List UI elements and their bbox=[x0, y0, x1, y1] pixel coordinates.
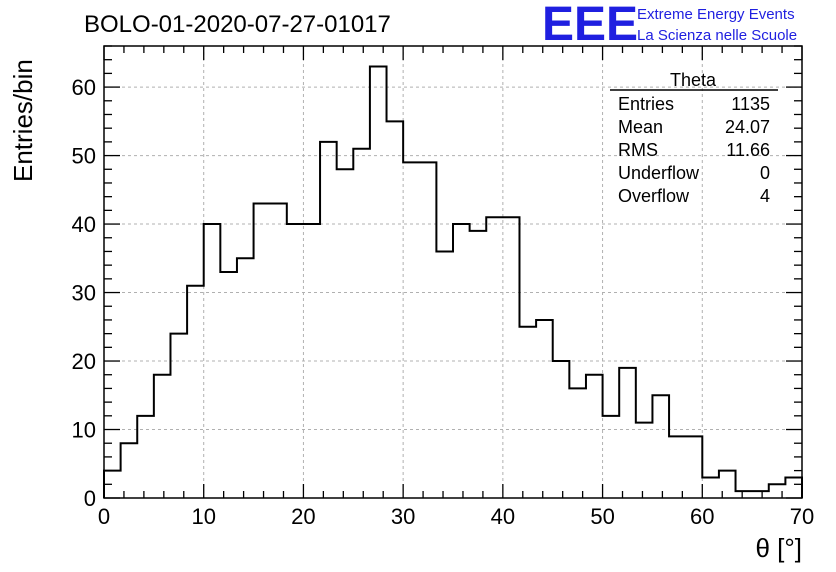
histogram-bin bbox=[353, 149, 370, 498]
histogram-bin bbox=[736, 491, 753, 498]
histogram-bin bbox=[686, 436, 703, 498]
y-tick-label: 10 bbox=[72, 418, 96, 443]
stats-value: 4 bbox=[760, 186, 770, 206]
histogram-bin bbox=[420, 162, 437, 498]
eee-logo-line1: Extreme Energy Events bbox=[637, 6, 795, 23]
histogram-bin bbox=[320, 142, 337, 498]
histogram-bin bbox=[403, 162, 420, 498]
histogram-bin bbox=[785, 477, 802, 498]
y-tick-label: 50 bbox=[72, 144, 96, 169]
histogram-bin bbox=[187, 286, 204, 498]
y-tick-labels: 0 10 20 30 40 50 60 bbox=[72, 75, 96, 511]
chart-title: BOLO-01-2020-07-27-01017 bbox=[84, 11, 391, 38]
stats-label: Entries bbox=[618, 94, 674, 114]
eee-logo: EEE Extreme Energy Events La Scienza nel… bbox=[542, 0, 797, 51]
histogram-bars bbox=[103, 65, 803, 498]
x-tick-label: 40 bbox=[491, 504, 515, 529]
x-tick-labels: 0 10 20 30 40 50 60 70 bbox=[98, 504, 814, 529]
histogram-bin bbox=[586, 375, 603, 498]
histogram-bin bbox=[154, 375, 171, 498]
histogram-bin bbox=[220, 272, 237, 498]
histogram-bin bbox=[370, 67, 387, 498]
x-tick-label: 70 bbox=[790, 504, 814, 529]
histogram-bin bbox=[237, 258, 254, 498]
x-tick-label: 10 bbox=[191, 504, 215, 529]
stats-label: Mean bbox=[618, 117, 663, 137]
x-tick-label: 20 bbox=[291, 504, 315, 529]
stats-value: 1135 bbox=[731, 94, 770, 114]
x-tick-label: 0 bbox=[98, 504, 110, 529]
y-tick-label: 20 bbox=[72, 349, 96, 374]
stats-box: Theta Entries 1135 Mean 24.07 RMS 11.66 Underf… bbox=[610, 70, 778, 206]
histogram-bin bbox=[170, 334, 187, 498]
histogram-bin bbox=[436, 251, 453, 498]
histogram-bin bbox=[137, 416, 154, 498]
histogram-bin bbox=[702, 477, 719, 498]
histogram-bin bbox=[619, 368, 636, 498]
histogram-bin bbox=[270, 204, 287, 498]
y-tick-label: 40 bbox=[72, 212, 96, 237]
eee-logo-mark: EEE bbox=[542, 0, 638, 51]
histogram-bin bbox=[752, 491, 769, 498]
y-tick-label: 60 bbox=[72, 75, 96, 100]
histogram-bin bbox=[636, 423, 653, 498]
histogram-bin bbox=[287, 224, 304, 498]
histogram-bin bbox=[121, 443, 138, 498]
stats-label: RMS bbox=[618, 140, 658, 160]
histogram-bin bbox=[303, 224, 320, 498]
histogram-bin bbox=[387, 121, 404, 498]
histogram-bin bbox=[652, 395, 669, 498]
x-tick-label: 30 bbox=[391, 504, 415, 529]
plot-frame bbox=[103, 45, 803, 499]
y-tick-label: 30 bbox=[72, 281, 96, 306]
stats-label: Underflow bbox=[618, 163, 700, 183]
stats-label: Overflow bbox=[618, 186, 690, 206]
histogram-bin bbox=[519, 327, 536, 498]
x-tick-label: 60 bbox=[690, 504, 714, 529]
histogram-bin bbox=[769, 484, 786, 498]
grid-lines bbox=[104, 46, 802, 498]
histogram-bin bbox=[719, 471, 736, 498]
histogram-bin bbox=[337, 169, 354, 498]
stats-rows: Entries 1135 Mean 24.07 RMS 11.66 Underflow 0 Ov… bbox=[618, 94, 770, 206]
stats-title: Theta bbox=[670, 70, 717, 90]
x-axis-label: θ [°] bbox=[755, 533, 802, 563]
histogram-bin bbox=[486, 217, 503, 498]
histogram-bin bbox=[254, 204, 271, 498]
histogram-bin bbox=[503, 217, 520, 498]
eee-logo-line2: La Scienza nelle Scuole bbox=[637, 27, 797, 44]
histogram-bin bbox=[453, 224, 470, 498]
histogram-bin bbox=[470, 231, 487, 498]
y-tick-label: 0 bbox=[84, 486, 96, 511]
axis-ticks bbox=[103, 45, 803, 499]
y-axis-label: Entries/bin bbox=[8, 59, 38, 182]
stats-value: 0 bbox=[760, 163, 770, 183]
histogram-outline bbox=[103, 65, 803, 498]
histogram-bin bbox=[669, 436, 686, 498]
histogram-bin bbox=[569, 388, 586, 498]
stats-value: 24.07 bbox=[725, 117, 770, 137]
histogram-bin bbox=[603, 416, 620, 498]
stats-value: 11.66 bbox=[726, 140, 770, 160]
x-tick-label: 50 bbox=[590, 504, 614, 529]
histogram-bin bbox=[536, 320, 553, 498]
